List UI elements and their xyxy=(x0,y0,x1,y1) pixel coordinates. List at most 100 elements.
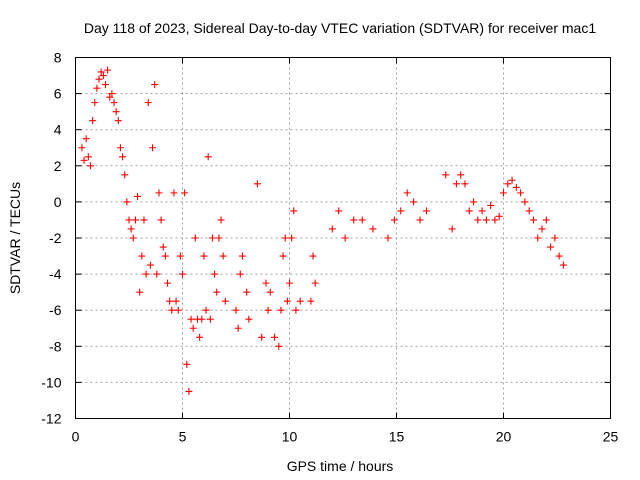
data-point xyxy=(555,252,563,260)
data-point xyxy=(283,297,291,305)
y-tick-label: 8 xyxy=(54,50,62,66)
data-point xyxy=(416,216,424,224)
data-point xyxy=(202,306,210,314)
y-tick-label: -6 xyxy=(49,302,62,318)
data-point xyxy=(442,171,450,179)
data-point xyxy=(253,180,261,188)
data-point xyxy=(108,90,116,98)
data-point xyxy=(198,315,206,323)
data-point xyxy=(155,189,163,197)
data-point xyxy=(200,252,208,260)
data-point xyxy=(245,315,253,323)
data-point xyxy=(211,270,219,278)
y-tick-label: -8 xyxy=(49,338,62,354)
data-point xyxy=(288,234,296,242)
data-point xyxy=(307,297,315,305)
data-point xyxy=(341,234,349,242)
y-tick-label: -2 xyxy=(49,230,62,246)
data-point xyxy=(127,225,135,233)
data-point xyxy=(482,216,490,224)
data-point xyxy=(478,207,486,215)
data-point xyxy=(174,306,182,314)
data-point xyxy=(97,68,105,76)
data-point xyxy=(187,315,195,323)
data-point xyxy=(217,216,225,224)
data-point xyxy=(138,252,146,260)
data-point xyxy=(110,99,118,107)
data-point xyxy=(185,387,193,395)
data-point xyxy=(189,324,197,332)
grid xyxy=(75,57,611,419)
data-point xyxy=(136,288,144,296)
data-point xyxy=(129,234,137,242)
data-point xyxy=(213,288,221,296)
data-point xyxy=(219,252,227,260)
data-point xyxy=(403,189,411,197)
y-tick-label: 2 xyxy=(54,158,62,174)
data-point xyxy=(551,234,559,242)
data-point xyxy=(243,288,251,296)
data-point xyxy=(292,306,300,314)
data-point xyxy=(134,192,142,200)
data-point xyxy=(410,198,418,206)
data-point xyxy=(262,279,270,287)
data-point xyxy=(106,93,114,101)
x-tick-label: 0 xyxy=(72,429,80,445)
data-point xyxy=(176,252,184,260)
x-tick-label: 10 xyxy=(282,429,298,445)
data-point xyxy=(208,234,216,242)
y-tick-label: 4 xyxy=(54,122,62,138)
data-point xyxy=(311,279,319,287)
data-point xyxy=(112,108,120,116)
data-point xyxy=(369,225,377,233)
data-point xyxy=(277,306,285,314)
data-point xyxy=(309,252,317,260)
data-point xyxy=(271,333,279,341)
x-tick-label: 5 xyxy=(179,429,187,445)
data-point xyxy=(538,225,546,233)
data-point xyxy=(542,216,550,224)
data-point xyxy=(264,306,272,314)
data-point xyxy=(153,270,161,278)
data-point xyxy=(504,180,512,188)
data-point xyxy=(142,270,150,278)
y-tick-label: -12 xyxy=(41,411,61,427)
chart-title: Day 118 of 2023, Sidereal Day-to-day VTE… xyxy=(84,20,596,36)
data-point xyxy=(487,202,495,210)
data-point xyxy=(95,75,103,83)
data-point xyxy=(286,279,293,287)
data-point xyxy=(116,144,124,152)
data-point xyxy=(161,252,169,260)
data-point xyxy=(91,99,99,107)
data-point xyxy=(335,207,343,215)
data-point xyxy=(191,234,199,242)
data-point xyxy=(151,81,159,89)
data-point xyxy=(170,189,178,197)
data-point xyxy=(238,252,246,260)
data-point xyxy=(80,156,88,164)
data-point xyxy=(290,207,298,215)
data-point xyxy=(181,189,189,197)
data-point xyxy=(232,306,240,314)
data-point xyxy=(279,252,287,260)
data-point xyxy=(275,342,283,350)
data-point xyxy=(123,198,131,206)
data-points xyxy=(78,66,567,395)
data-point xyxy=(119,153,127,161)
y-tick-label: 0 xyxy=(54,194,62,210)
data-point xyxy=(384,234,392,242)
data-point xyxy=(358,216,366,224)
data-point xyxy=(144,99,152,107)
data-point xyxy=(521,198,529,206)
data-point xyxy=(86,162,94,170)
data-point xyxy=(172,297,180,305)
data-point xyxy=(179,270,186,278)
data-point xyxy=(547,243,555,251)
data-point xyxy=(281,234,289,242)
data-point xyxy=(159,243,167,251)
data-point xyxy=(78,144,86,152)
data-point xyxy=(452,180,460,188)
x-axis-label: GPS time / hours xyxy=(287,458,394,474)
